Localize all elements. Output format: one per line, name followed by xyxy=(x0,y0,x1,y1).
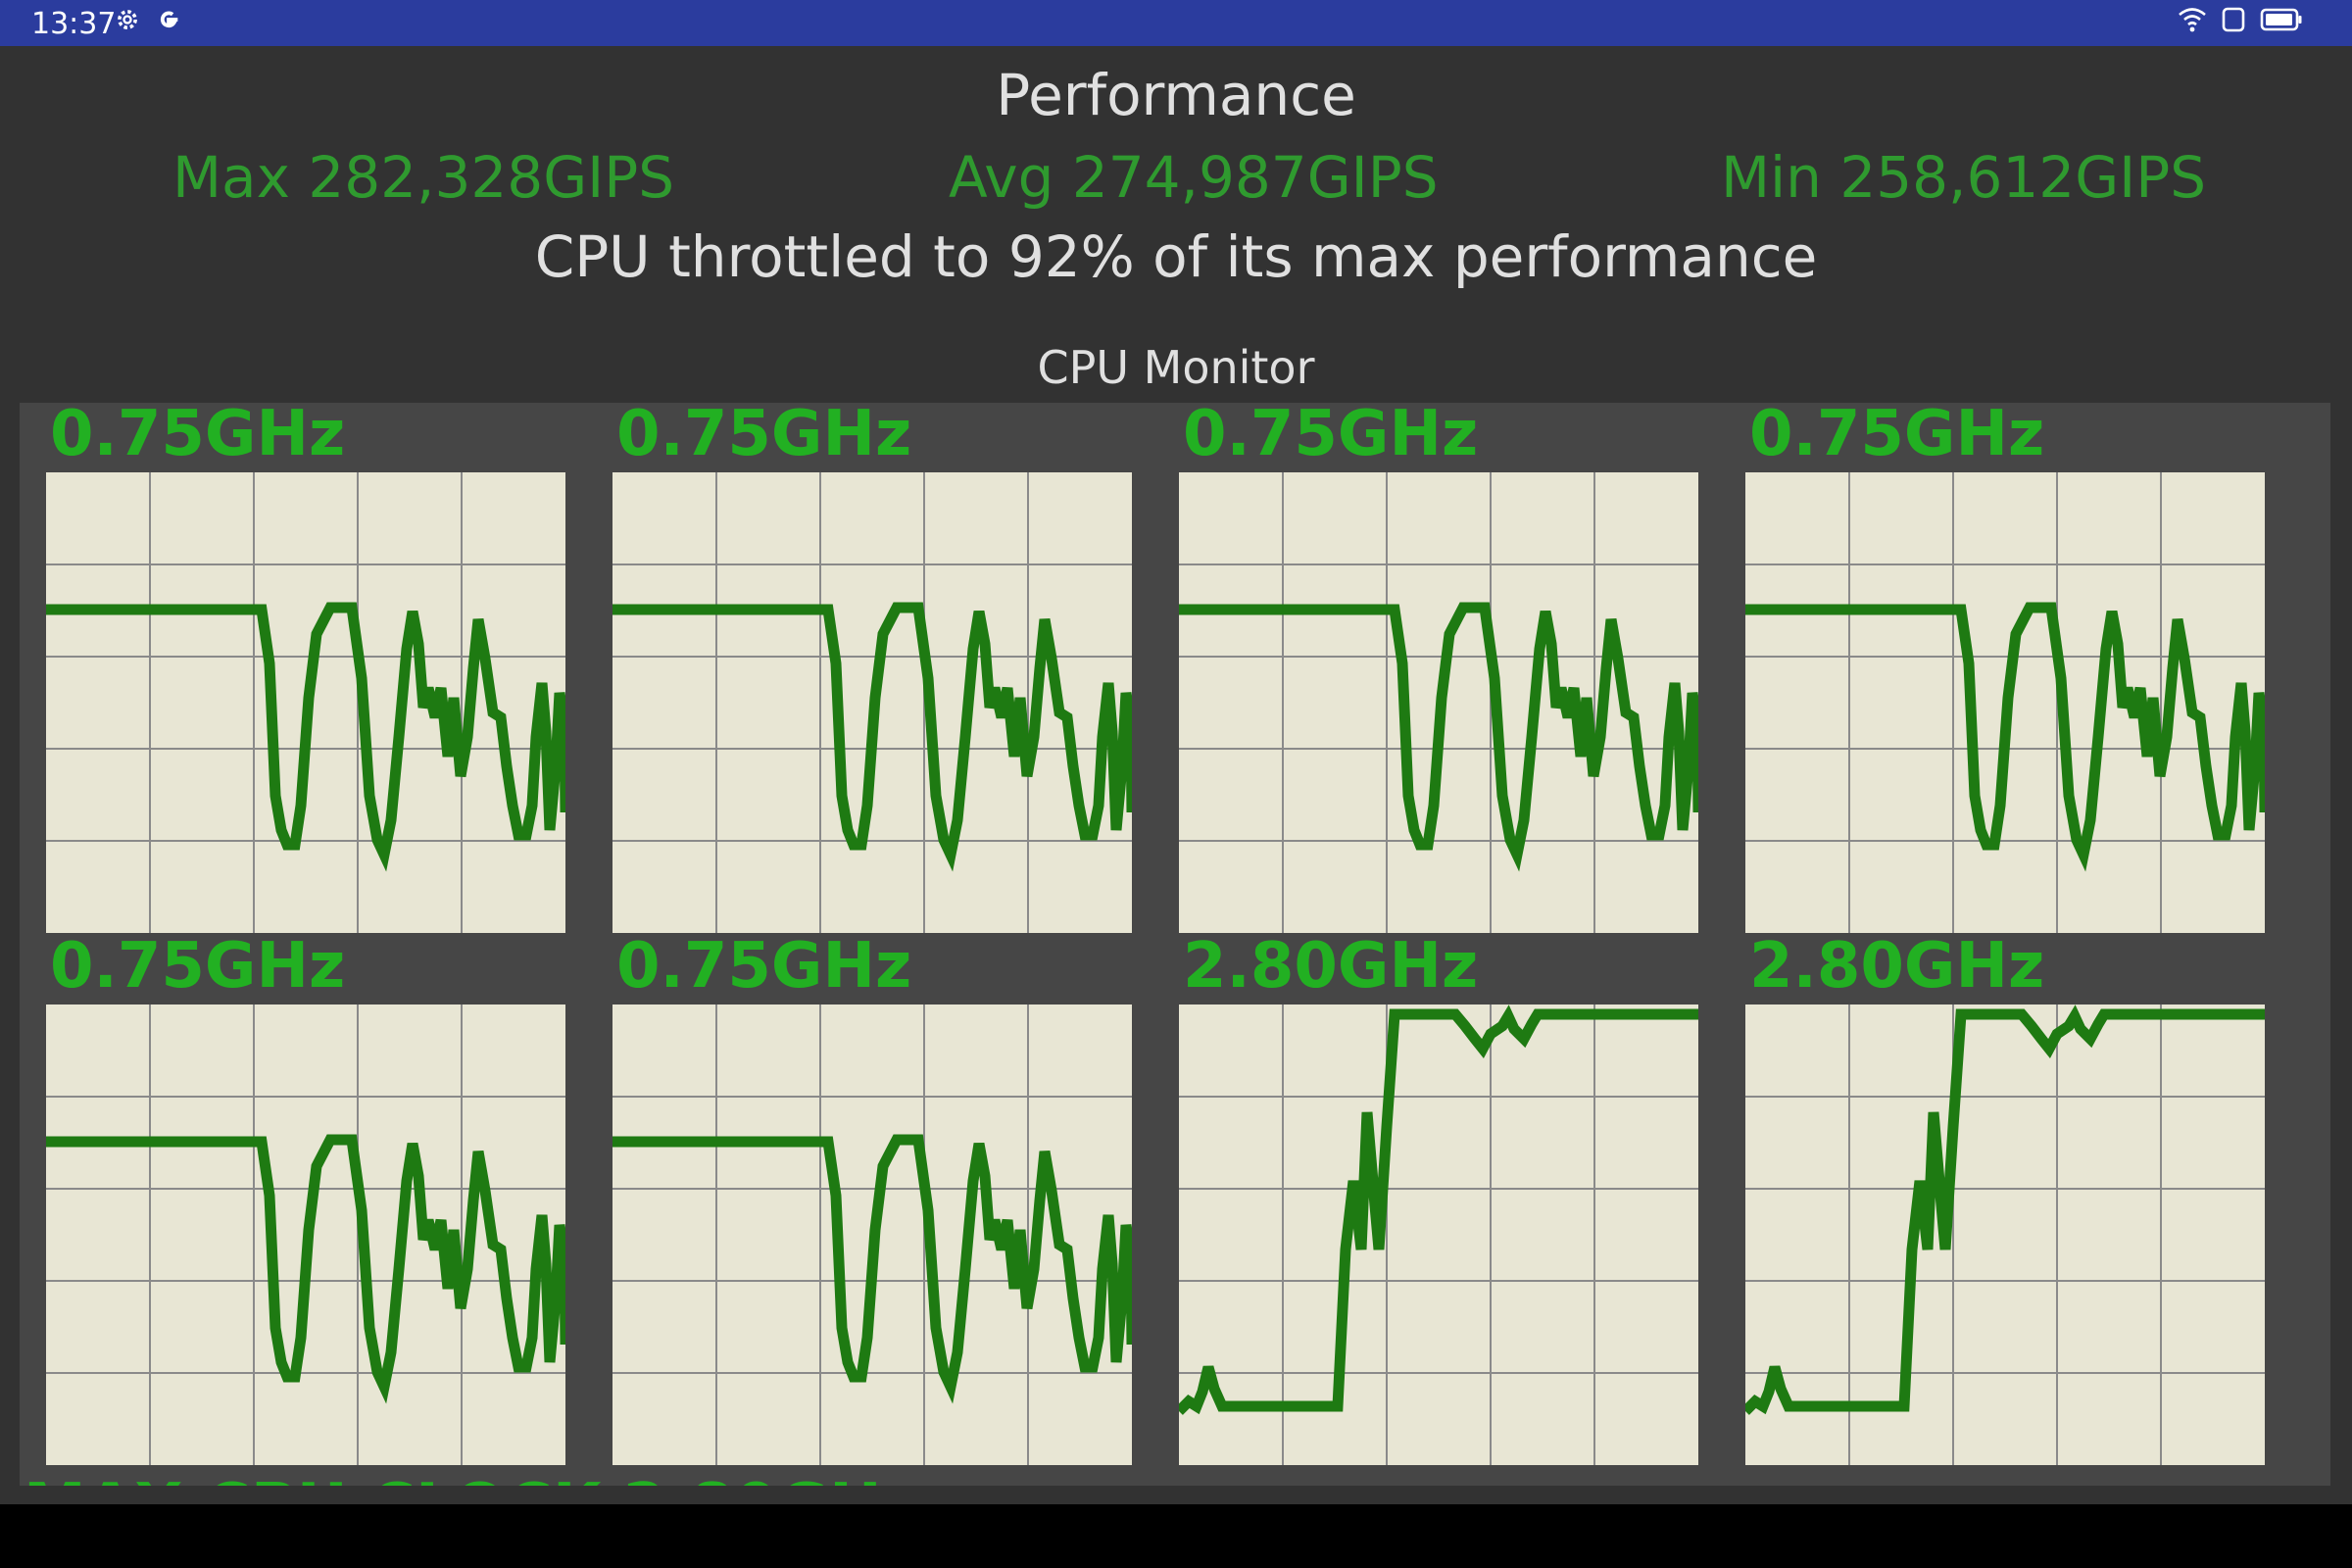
cpu-core-frequency-label: 0.75GHz xyxy=(616,930,912,1003)
cpu-core-graph xyxy=(46,1004,565,1465)
throttle-message: CPU throttled to 92% of its max performa… xyxy=(534,223,1818,290)
cpu-core-graph xyxy=(46,472,565,933)
battery-icon xyxy=(2260,6,2303,33)
avg-gips-label: Avg 274,987GIPS xyxy=(949,144,1439,211)
cpu-frequency-trace xyxy=(612,602,1132,872)
cpu-core-graph xyxy=(1745,472,2265,933)
status-bar: 13:37 xyxy=(0,0,2352,46)
cpu-core-graph xyxy=(612,1004,1132,1465)
cpu-frequency-trace xyxy=(1745,1004,2265,1415)
cpu-frequency-trace xyxy=(1745,602,2265,872)
max-cpu-clock-label: MAX CPU CLOCK 2.80GHz xyxy=(24,1476,918,1486)
cpu-core-graph xyxy=(1745,1004,2265,1465)
wifi-icon xyxy=(2178,6,2207,33)
cpu-core-frequency-label: 2.80GHz xyxy=(1183,930,1479,1003)
cpu-core-frequency-label: 0.75GHz xyxy=(50,403,346,470)
graph-background xyxy=(1179,1004,1698,1465)
cpu-core-graph xyxy=(1179,1004,1698,1465)
cpu-monitor-title: CPU Monitor xyxy=(1037,341,1315,394)
cpu-frequency-trace xyxy=(612,1134,1132,1404)
cpu-core-graph xyxy=(1179,472,1698,933)
cpu-core-graph xyxy=(612,472,1132,933)
cpu-frequency-trace xyxy=(46,602,565,872)
cpu-frequency-trace xyxy=(1179,602,1698,872)
cpu-core-frequency-label: 2.80GHz xyxy=(1749,930,2045,1003)
status-time: 13:37 xyxy=(31,7,117,41)
min-gips-label: Min 258,612GIPS xyxy=(1721,144,2207,211)
cpu-core-frequency-label: 0.75GHz xyxy=(1183,403,1479,470)
settings-gear-icon xyxy=(114,6,141,33)
cpu-monitor-panel[interactable]: 0.75GHz 0.75GHz 0.75GHz 0.75GHz 0.75GHz 0.75G… xyxy=(20,403,2330,1486)
cpu-core-frequency-label: 0.75GHz xyxy=(50,930,346,1003)
cpu-frequency-trace xyxy=(1179,1004,1698,1415)
performance-title: Performance xyxy=(996,62,1356,128)
navigation-bar xyxy=(0,1504,2352,1568)
graph-background xyxy=(1745,1004,2265,1465)
cpu-frequency-trace xyxy=(46,1134,565,1404)
cpu-core-frequency-label: 0.75GHz xyxy=(1749,403,2045,470)
screen-rotation-icon xyxy=(2221,6,2246,33)
max-gips-label: Max 282,328GIPS xyxy=(172,144,675,211)
cpu-core-frequency-label: 0.75GHz xyxy=(616,403,912,470)
google-g-icon xyxy=(155,6,182,33)
